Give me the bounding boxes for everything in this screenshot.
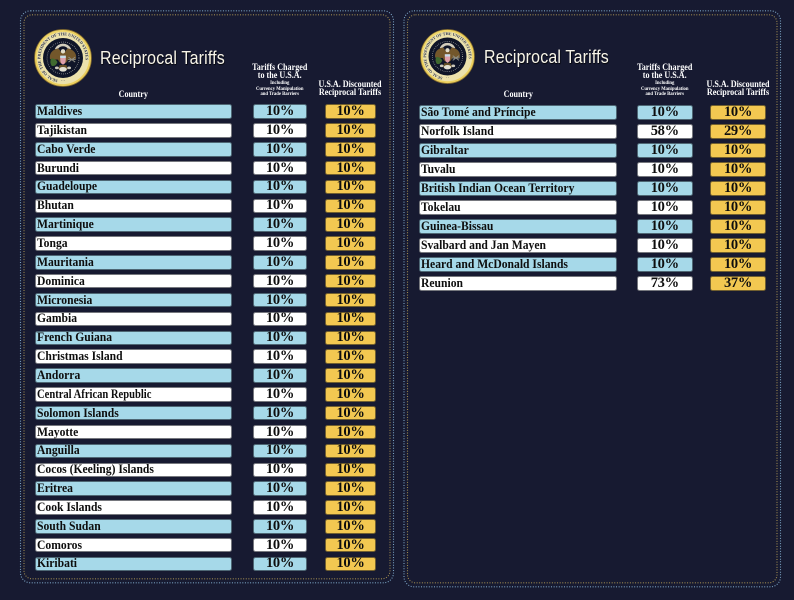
svg-text:· ·: · · bbox=[446, 75, 449, 79]
svg-text:· ·: · · bbox=[62, 79, 65, 83]
